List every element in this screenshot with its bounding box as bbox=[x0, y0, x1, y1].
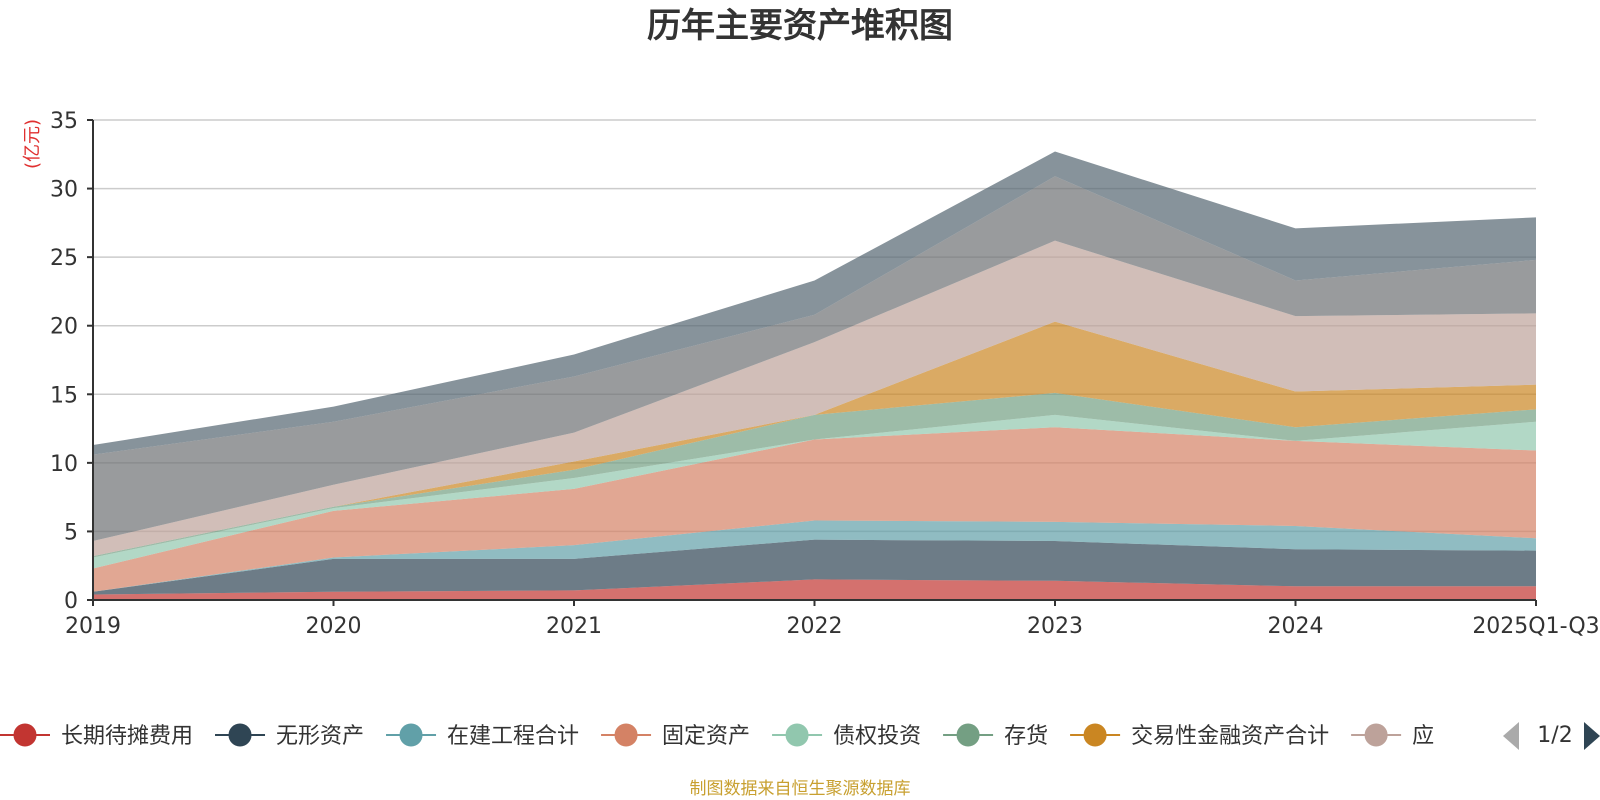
x-tick-label: 2021 bbox=[546, 614, 602, 639]
y-tick-label: 35 bbox=[50, 109, 78, 134]
legend-item-4[interactable]: 固定资产 bbox=[601, 723, 750, 749]
data-source-note: 制图数据来自恒生聚源数据库 bbox=[690, 779, 911, 799]
legend-label: 存货 bbox=[1004, 724, 1048, 749]
x-tick-label: 2019 bbox=[65, 614, 121, 639]
legend-label: 无形资产 bbox=[276, 724, 364, 749]
area-series-group bbox=[93, 151, 1536, 600]
legend-item-7[interactable]: 交易性金融资产合计 bbox=[1070, 723, 1329, 749]
legend-item-6[interactable]: 存货 bbox=[943, 723, 1048, 749]
area-series-9[interactable] bbox=[93, 176, 1536, 542]
area-series-8[interactable] bbox=[93, 240, 1536, 557]
legend-next-page-icon[interactable] bbox=[1584, 722, 1600, 750]
area-series-7[interactable] bbox=[93, 321, 1536, 557]
area-series-2[interactable] bbox=[93, 539, 1536, 595]
legend-marker-icon bbox=[956, 723, 980, 747]
y-tick-label: 0 bbox=[64, 589, 78, 614]
x-tick-label: 2025Q1-Q3 bbox=[1472, 614, 1599, 639]
legend-label: 应 bbox=[1412, 724, 1434, 749]
legend-label: 长期待摊费用 bbox=[61, 724, 193, 749]
axes: 0 5 10 15 20 25 30 35 2019 2020 2021 2022 2023 2024 20… bbox=[50, 109, 1600, 639]
legend-marker-icon bbox=[228, 723, 252, 747]
legend-marker-icon bbox=[1083, 723, 1107, 747]
y-tick-label: 15 bbox=[50, 383, 78, 408]
legend-item-5[interactable]: 债权投资 bbox=[772, 723, 921, 749]
legend-item-2[interactable]: 无形资产 bbox=[215, 723, 364, 749]
legend-label: 固定资产 bbox=[662, 724, 750, 749]
x-tick-label: 2024 bbox=[1268, 614, 1324, 639]
legend-marker-icon bbox=[399, 723, 423, 747]
y-tick-label: 5 bbox=[64, 520, 78, 545]
x-tick-label: 2023 bbox=[1027, 614, 1083, 639]
legend-marker-icon bbox=[785, 723, 809, 747]
legend-item-1[interactable]: 长期待摊费用 bbox=[0, 723, 193, 749]
legend-item-3[interactable]: 在建工程合计 bbox=[386, 723, 579, 749]
x-tick-label: 2020 bbox=[306, 614, 362, 639]
y-tick-label: 20 bbox=[50, 315, 78, 340]
legend: 长期待摊费用 无形资产 在建工程合计 固定资产 债权投资 存货 交易性金融资产合计 应 1/2 bbox=[0, 722, 1600, 750]
legend-item-8[interactable]: 应 bbox=[1351, 723, 1434, 749]
legend-label: 在建工程合计 bbox=[447, 724, 579, 749]
legend-label: 交易性金融资产合计 bbox=[1131, 724, 1329, 749]
legend-items: 长期待摊费用 无形资产 在建工程合计 固定资产 债权投资 存货 交易性金融资产合计 应 bbox=[0, 723, 1434, 749]
legend-page-indicator: 1/2 bbox=[1537, 723, 1572, 748]
area-series-4[interactable] bbox=[93, 427, 1536, 592]
y-tick-label: 25 bbox=[50, 246, 78, 271]
legend-label: 债权投资 bbox=[833, 724, 921, 749]
y-tick-label: 10 bbox=[50, 452, 78, 477]
legend-marker-icon bbox=[1364, 723, 1388, 747]
chart-title: 历年主要资产堆积图 bbox=[647, 6, 953, 46]
area-series-6[interactable] bbox=[93, 392, 1536, 558]
legend-marker-icon bbox=[13, 723, 37, 747]
area-series-1[interactable] bbox=[93, 579, 1536, 600]
area-series-3[interactable] bbox=[93, 520, 1536, 592]
x-tick-label: 2022 bbox=[787, 614, 843, 639]
legend-prev-page-icon[interactable] bbox=[1503, 722, 1519, 750]
y-axis-unit-label: (亿元) bbox=[22, 119, 43, 169]
area-series-10[interactable] bbox=[93, 151, 1536, 455]
legend-marker-icon bbox=[614, 723, 638, 747]
y-tick-label: 30 bbox=[50, 178, 78, 203]
